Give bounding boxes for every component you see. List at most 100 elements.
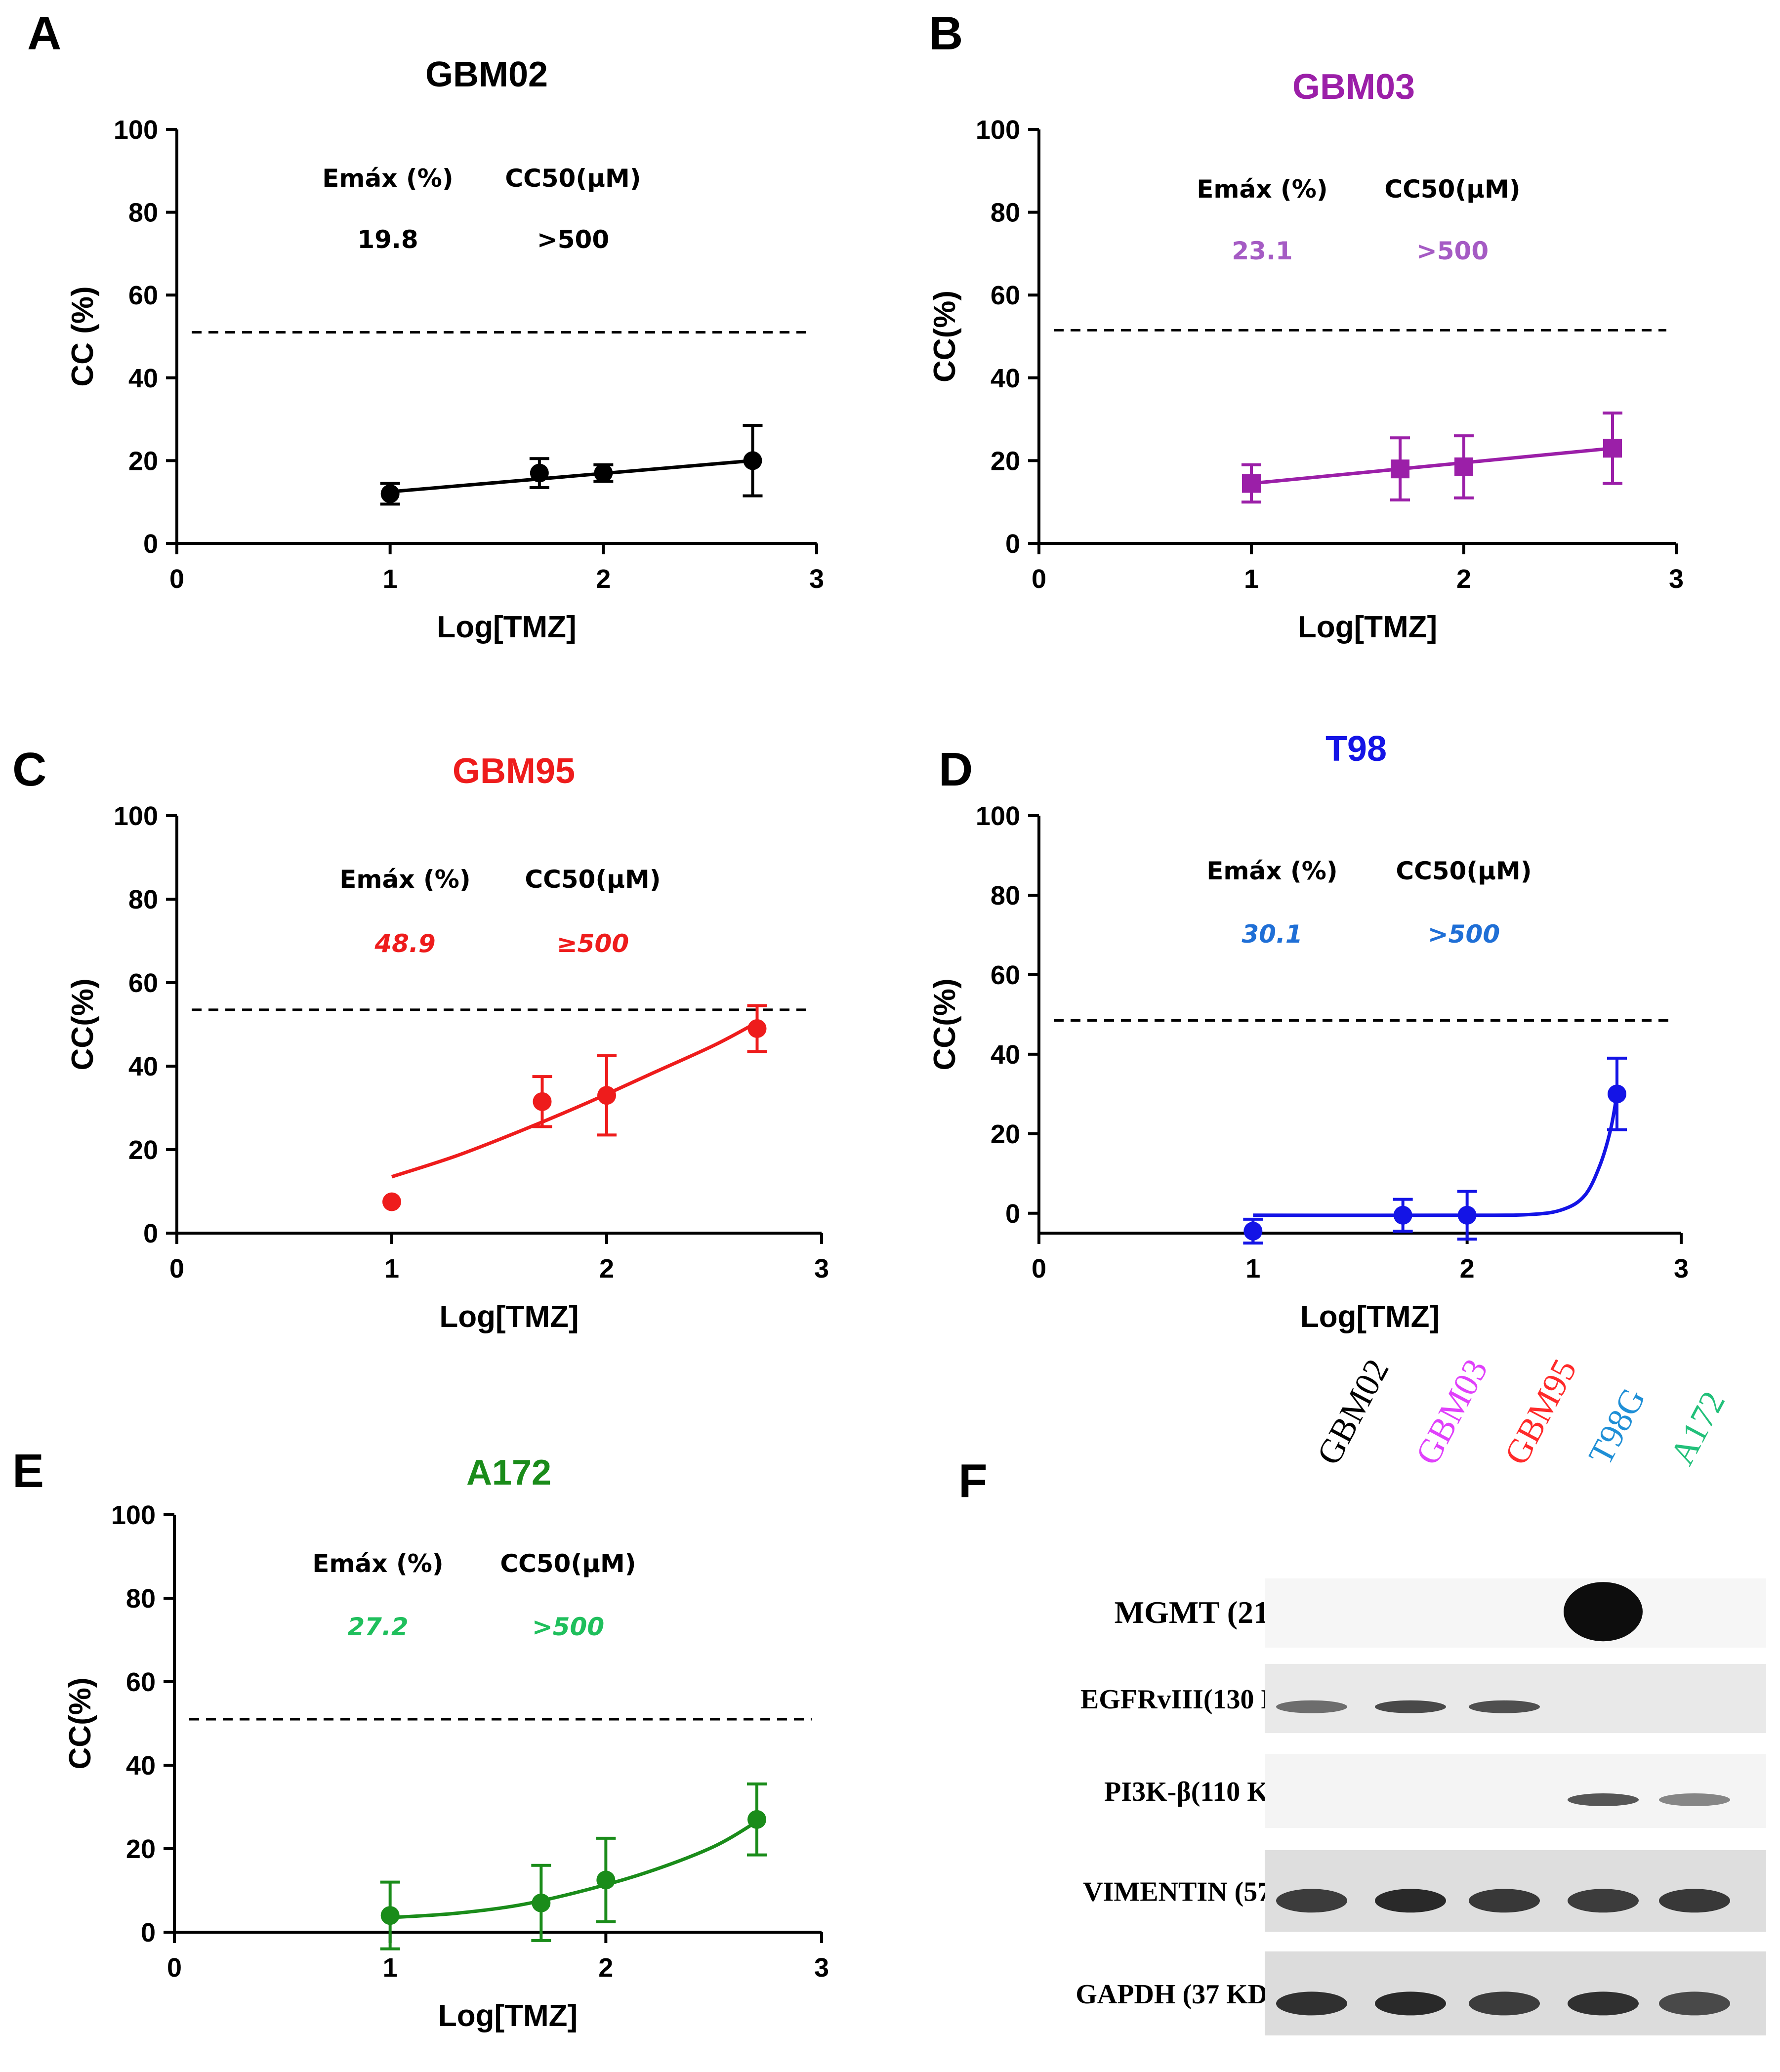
x-tick-label: 2 [596, 564, 611, 594]
x-axis-label: Log[TMZ] [1300, 1300, 1440, 1334]
y-tick-label: 100 [976, 115, 1020, 145]
chart-title: T98 [1325, 729, 1387, 769]
cc50-value: >500 [532, 1613, 604, 1641]
data-point [380, 1906, 400, 1925]
emax-label: Emáx (%) [1197, 175, 1327, 204]
blot-row: PI3K-β(110 KDa) [1104, 1754, 1766, 1828]
y-tick-label: 40 [991, 1040, 1020, 1070]
data-point [380, 484, 400, 503]
y-axis-label: CC (%) [66, 286, 100, 386]
blot-band [1375, 1991, 1446, 2016]
emax-value: 23.1 [1232, 237, 1292, 265]
fit-curve [391, 1021, 758, 1179]
data-point [1242, 474, 1261, 493]
lane-label: GBM02 [1310, 1353, 1397, 1471]
y-tick-label: 0 [143, 529, 158, 559]
blot-row: MGMT (21 KDa) [1115, 1578, 1766, 1648]
y-tick-label: 100 [976, 801, 1020, 831]
x-tick-label: 3 [809, 564, 824, 594]
x-tick-label: 1 [384, 1254, 399, 1284]
panel-letter: E [12, 1445, 44, 1497]
fit-curve [1251, 446, 1613, 485]
x-tick-label: 0 [167, 1953, 182, 1983]
y-axis-label: CC(%) [928, 290, 962, 382]
blot-band [1276, 1889, 1347, 1913]
cc50-label: CC50(µM) [1396, 857, 1532, 885]
emax-value: 27.2 [347, 1613, 408, 1641]
y-tick-label: 100 [111, 1500, 156, 1530]
blot-band [1469, 1889, 1540, 1913]
data-point [1454, 457, 1473, 476]
blot-band [1659, 1889, 1730, 1913]
blot-membrane [1265, 1754, 1766, 1828]
chart-panel-e: E A172 0 20 40 60 80 100 0 1 2 3 Log[TMZ] CC(%) Emáx (… [12, 1445, 829, 2033]
data-point [594, 463, 613, 483]
data-point [743, 451, 762, 470]
panel-letter: B [929, 7, 963, 60]
x-tick-label: 2 [598, 1953, 613, 1983]
blot-band [1375, 1889, 1446, 1913]
data-point [1457, 1205, 1477, 1225]
blot-row: VIMENTIN (57 KDa) [1083, 1850, 1766, 1932]
lane-label: GBM03 [1408, 1353, 1495, 1471]
y-tick-label: 40 [991, 364, 1020, 393]
lane-label: GBM95 [1497, 1353, 1584, 1471]
x-tick-label: 3 [814, 1953, 829, 1983]
y-axis-label: CC(%) [928, 979, 962, 1071]
chart-panel-b: B GBM03 0 20 40 60 80 100 0 1 2 3 Log[TMZ] CC(%) Emáx … [928, 7, 1684, 644]
blot-band [1375, 1700, 1446, 1713]
blot-band [1276, 1991, 1347, 2016]
x-tick-label: 1 [1244, 564, 1259, 594]
data-point [382, 1192, 401, 1211]
blot-row: GAPDH (37 KDa) [1076, 1951, 1766, 2035]
y-tick-label: 80 [128, 198, 158, 228]
y-tick-label: 80 [126, 1584, 156, 1614]
x-tick-label: 0 [169, 1254, 184, 1284]
x-tick-label: 2 [1460, 1254, 1475, 1284]
y-axis-label: CC(%) [63, 1678, 97, 1770]
data-point [747, 1810, 766, 1829]
blot-band [1469, 1700, 1540, 1713]
x-tick-label: 3 [814, 1254, 829, 1284]
y-tick-label: 100 [114, 801, 158, 831]
x-axis-label: Log[TMZ] [1298, 610, 1437, 644]
chart-panel-c: C GBM95 0 20 40 60 80 100 0 1 2 3 Log[TMZ] CC(%) Emáx … [12, 743, 829, 1334]
emax-label: Emáx (%) [1206, 857, 1337, 885]
x-tick-label: 3 [1669, 564, 1684, 594]
x-tick-label: 2 [1456, 564, 1471, 594]
data-point [597, 1086, 616, 1105]
blot-row-label: GAPDH (37 KDa) [1076, 1979, 1291, 2010]
emax-value: 19.8 [357, 225, 418, 254]
x-tick-label: 0 [1032, 1254, 1046, 1284]
cc50-value: ≥500 [557, 929, 629, 958]
cc50-label: CC50(µM) [505, 164, 641, 193]
fit-curve [1253, 1093, 1619, 1217]
blot-band [1568, 1793, 1639, 1806]
data-point [1603, 439, 1622, 458]
x-tick-label: 0 [169, 564, 184, 594]
lane-label: T98G [1581, 1382, 1653, 1471]
lane-label: A172 [1663, 1385, 1733, 1471]
emax-value: 30.1 [1242, 920, 1302, 949]
y-axis-label: CC(%) [66, 979, 100, 1071]
y-tick-label: 40 [128, 1052, 158, 1081]
chart-title: GBM02 [425, 55, 548, 94]
y-tick-label: 60 [128, 968, 158, 998]
panel-letter: D [939, 743, 973, 796]
emax-label: Emáx (%) [312, 1549, 443, 1578]
emax-label: Emáx (%) [322, 164, 453, 193]
cc50-label: CC50(µM) [1384, 175, 1520, 204]
y-tick-label: 60 [126, 1667, 156, 1697]
y-tick-label: 80 [991, 881, 1020, 911]
emax-label: Emáx (%) [339, 865, 470, 894]
y-tick-label: 40 [128, 364, 158, 393]
blot-band [1659, 1793, 1730, 1806]
blot-band [1659, 1991, 1730, 2016]
y-tick-label: 20 [126, 1834, 156, 1864]
blot-row: EGFRvIII(130 KDa) [1080, 1664, 1766, 1733]
data-point [747, 1019, 767, 1038]
data-point [1608, 1084, 1626, 1104]
y-tick-label: 60 [991, 281, 1020, 310]
y-tick-label: 80 [128, 885, 158, 914]
